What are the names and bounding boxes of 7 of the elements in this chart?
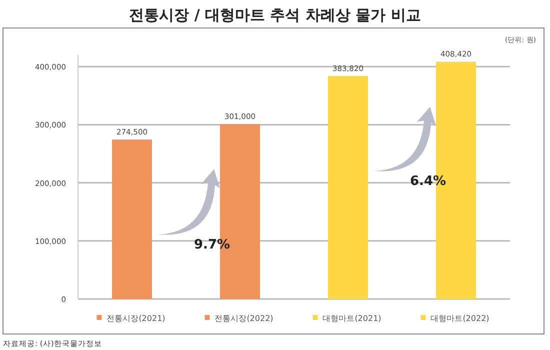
x-tick-label: 전통시장(2022) xyxy=(214,314,274,323)
bar xyxy=(328,76,368,299)
x-tick-label: 대형마트(2021) xyxy=(322,314,382,323)
x-tick-label: 전통시장(2021) xyxy=(106,314,166,323)
chart-title: 전통시장 / 대형마트 추석 차례상 물가 비교 xyxy=(129,6,421,24)
bar xyxy=(112,140,152,299)
x-tick-label: 대형마트(2022) xyxy=(430,314,490,323)
